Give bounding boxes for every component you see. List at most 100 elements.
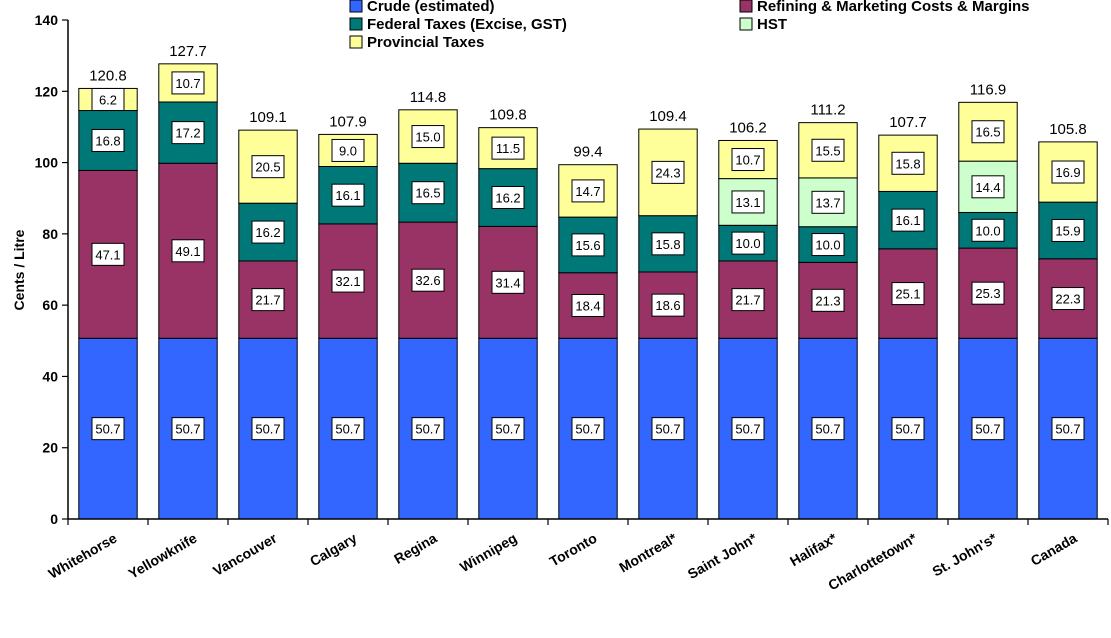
data-label-box [811,233,845,257]
data-label-box [971,417,1005,441]
data-label: 10.0 [975,223,1000,238]
data-label: 14.4 [975,180,1000,195]
data-label: 15.6 [575,238,600,253]
data-label-box [651,160,685,184]
data-label: 32.1 [335,274,360,289]
y-tick-label: 120 [35,83,59,99]
bar-total-label: 120.8 [89,67,127,84]
data-label: 50.7 [735,422,760,437]
y-tick-label: 100 [35,155,59,171]
bar-group: 50.7 21.7 16.2 20.5 109.1 [238,109,298,520]
data-label-box [91,87,125,111]
data-label-box [171,239,205,263]
data-label: 50.7 [415,422,440,437]
bar-total-label: 109.4 [649,108,687,125]
legend-item: Crude (estimated) [349,0,495,15]
bar-total-label: 105.8 [1049,121,1087,138]
x-tick-label: Winnipeg [457,530,519,575]
data-label-box [811,190,845,214]
bar-group: 50.7 25.1 16.1 15.8 107.7 [878,114,938,520]
data-label-box [651,417,685,441]
data-label-box [1051,287,1085,311]
data-label-box [731,231,765,255]
data-label-box [251,155,285,179]
data-label: 15.8 [895,156,920,171]
bar-total-label: 111.2 [810,102,845,119]
data-label: 16.1 [335,188,360,203]
bar-total-label: 127.7 [169,43,207,60]
y-tick-label: 20 [42,440,58,456]
x-tick-label: Calgary [307,530,360,570]
data-label: 50.7 [655,422,680,437]
data-label: 25.3 [975,286,1000,301]
data-label-box [411,181,445,205]
data-label-box [971,218,1005,242]
data-label: 50.7 [575,422,600,437]
legend-item: Federal Taxes (Excise, GST) [349,16,567,33]
bar-segment [798,337,858,520]
legend-item: Provincial Taxes [349,34,484,51]
bar-total-label: 107.7 [889,114,927,131]
data-label-box [171,121,205,145]
chart-legend: Crude (estimated) Refining & Marketing Co… [349,0,1030,51]
data-label-box [331,138,365,162]
bar-segment [158,101,218,164]
data-label: 10.0 [815,238,840,253]
data-label-box [811,138,845,162]
data-label: 16.5 [415,186,440,201]
legend-swatch [349,0,363,13]
x-tick-label: Montreal* [616,529,680,575]
bar-groups: 50.7 47.1 16.8 6.2 120.8 50.7 49.1 17.2 10.7 127.… [78,43,1098,520]
data-label: 10.0 [735,236,760,251]
data-label: 16.9 [1055,165,1080,180]
data-label-box [251,288,285,312]
data-label-box [731,417,765,441]
data-label: 21.3 [815,293,840,308]
y-tick-label: 60 [42,297,58,313]
bar-group: 50.7 18.6 15.8 24.3 109.4 [638,108,698,520]
data-label: 50.7 [1055,422,1080,437]
data-label: 50.7 [95,422,120,437]
data-label-box [651,232,685,256]
data-label-box [571,417,605,441]
data-label: 32.6 [415,273,440,288]
data-label: 16.2 [495,191,520,206]
data-label: 14.7 [575,184,600,199]
data-label: 15.8 [655,237,680,252]
bar-group: 50.7 21.3 10.0 13.7 15.5 111.2 [798,102,858,520]
bar-group: 50.7 31.4 16.2 11.5 109.8 [478,107,538,520]
data-label-box [411,125,445,149]
data-label-box [491,136,525,160]
x-tick-label: Charlottetown* [825,529,920,593]
data-label: 47.1 [95,247,120,262]
data-label-box [171,71,205,95]
data-label: 13.7 [815,195,840,210]
x-tick-label: Toronto [547,530,600,570]
data-label: 16.5 [975,125,1000,140]
bar-group: 50.7 25.3 10.0 14.4 16.5 116.9 [958,81,1018,520]
bar-group: 50.7 49.1 17.2 10.7 127.7 [158,43,218,520]
data-label-box [891,282,925,306]
legend-item: Refining & Marketing Costs & Margins [739,0,1030,15]
bar-total-label: 109.8 [489,107,527,124]
data-label-box [331,183,365,207]
data-label-box [91,417,125,441]
data-label: 25.1 [895,287,920,302]
x-tick-label: St. John's* [929,529,1000,579]
legend-label: Refining & Marketing Costs & Margins [757,0,1030,15]
legend-item: HST [739,16,787,33]
data-label-box [891,208,925,232]
legend-swatch [349,17,363,31]
y-tick-label: 0 [50,511,58,527]
data-label: 31.4 [495,275,520,290]
data-label-box [1051,160,1085,184]
data-label-box [91,242,125,266]
data-label: 11.5 [496,141,520,156]
x-tick-label: Whitehorse [45,530,119,582]
data-label: 50.7 [495,422,520,437]
data-label-box [491,417,525,441]
data-label: 9.0 [339,143,357,158]
data-label: 10.7 [175,76,200,91]
data-label: 50.7 [335,422,360,437]
data-label-box [251,417,285,441]
